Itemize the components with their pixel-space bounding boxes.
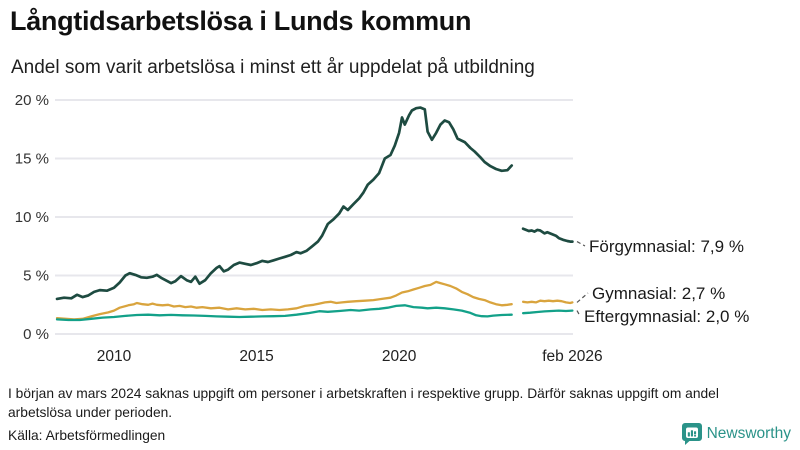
y-axis-tick-label: 10 % <box>15 209 49 226</box>
newsworthy-brand: Newsworthy <box>681 423 791 445</box>
series-end-label-eftergymnasial: Eftergymnasial: 2,0 % <box>584 307 749 326</box>
series-label-connector-eftergymnasial <box>576 310 581 317</box>
chart-footnote: I början av mars 2024 saknas uppgift om … <box>8 386 719 421</box>
chart-subtitle: Andel som varit arbetslösa i minst ett å… <box>11 57 535 78</box>
source-line: Källa: Arbetsförmedlingen <box>8 428 166 443</box>
series-line-forgymnasial <box>521 227 574 243</box>
y-axis-tick-label: 5 % <box>23 268 49 285</box>
newsworthy-brand-text: Newsworthy <box>706 425 791 442</box>
x-axis-tick-label: 2020 <box>382 348 417 365</box>
newsworthy-logo-icon <box>681 423 702 445</box>
y-axis-tick-label: 0 % <box>23 326 49 343</box>
x-axis-tick-label: 2015 <box>239 348 273 365</box>
series-label-connector-gymnasial <box>576 292 589 303</box>
series-line-eftergymnasial <box>55 304 513 322</box>
series-line-gymnasial <box>55 280 513 321</box>
x-axis-tick-label: feb 2026 <box>542 348 602 365</box>
series-line-gymnasial <box>521 299 574 305</box>
series-line-eftergymnasial <box>521 309 574 315</box>
series-end-label-forgymnasial: Förgymnasial: 7,9 % <box>589 237 744 256</box>
x-axis-tick-label: 2010 <box>97 348 132 365</box>
series-label-connector-forgymnasial <box>576 241 586 247</box>
series-end-label-gymnasial: Gymnasial: 2,7 % <box>592 284 725 303</box>
line-chart: 0 % 5 % 10 % 15 % 20 % 2010 2015 2020 feb 2026 Fö… <box>15 92 750 365</box>
page-title: Långtidsarbetslösa i Lunds kommun <box>10 6 472 36</box>
y-axis-tick-label: 20 % <box>15 92 49 109</box>
series-line-forgymnasial <box>55 106 514 301</box>
y-axis-tick-label: 15 % <box>15 151 49 168</box>
